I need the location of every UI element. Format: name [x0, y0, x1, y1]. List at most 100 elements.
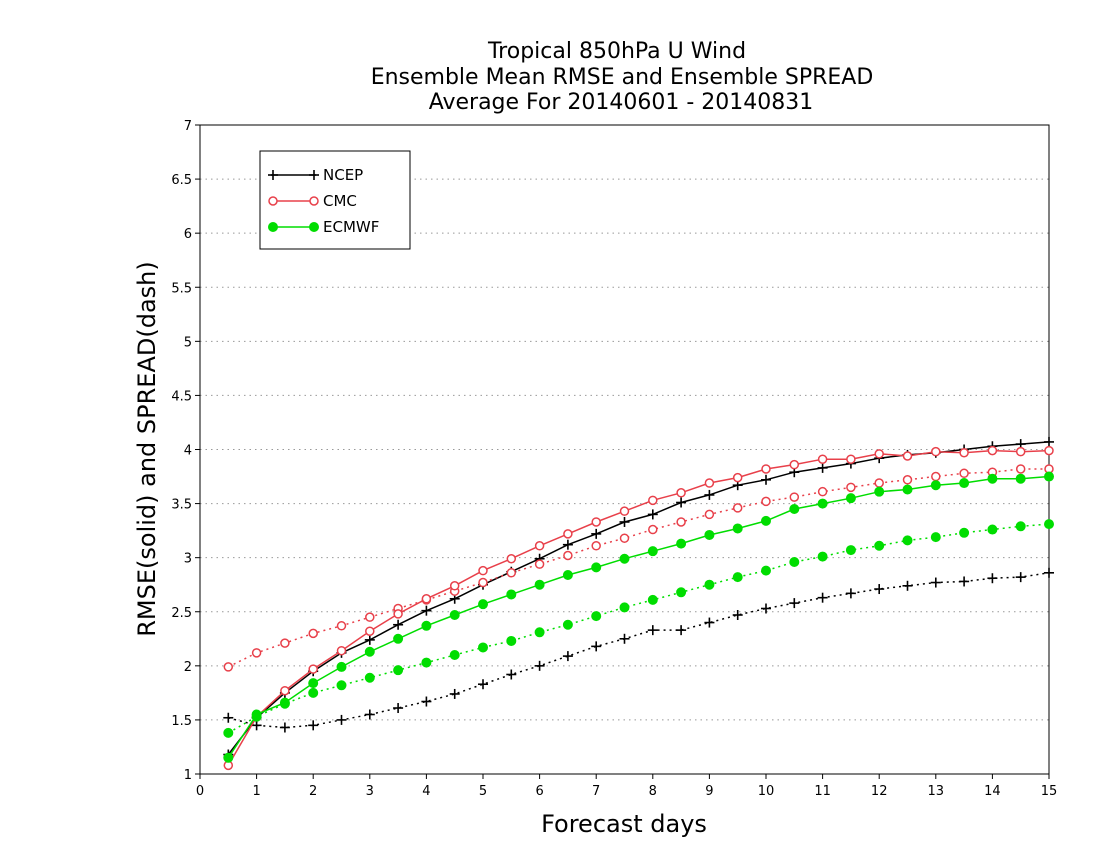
ecmwf-spread-point [506, 635, 517, 646]
cmc-rmse-point [732, 472, 743, 483]
legend-marker-start [268, 170, 278, 180]
ecmwf-spread-point [619, 602, 630, 613]
x-tick-label: 0 [196, 784, 204, 799]
cmc-spread-point [648, 524, 658, 535]
ecmwf-rmse-point [534, 579, 545, 590]
cmc-spread-line [227, 468, 1049, 668]
cmc-rmse-point [959, 447, 969, 458]
cmc-rmse-point [676, 488, 686, 498]
ecmwf-spread-point [1044, 519, 1054, 530]
ncep-spread-point [364, 709, 375, 720]
cmc-rmse-point [648, 495, 658, 506]
cmc-rmse-point [619, 506, 630, 516]
ncep-rmse-point [421, 605, 432, 616]
cmc-rmse-point [846, 454, 856, 464]
x-tick-label: 1 [252, 784, 260, 799]
ecmwf-rmse-point [421, 620, 432, 631]
y-tick-label: 6.5 [171, 173, 192, 188]
ecmwf-spread-point [930, 532, 941, 543]
cmc-spread-point [931, 471, 941, 482]
ecmwf-rmse-point [1044, 471, 1054, 482]
ecmwf-rmse-point [364, 646, 375, 657]
cmc-rmse-line [227, 449, 1050, 766]
legend: NCEP CMC ECMWF [259, 150, 411, 250]
cmc-rmse-point [449, 581, 460, 591]
legend-marker-end [309, 222, 319, 232]
legend-marker-start [268, 222, 278, 232]
axis-ticks: 11.522.533.544.555.566.570 1 2 3 4 5 6 7 8 9 10 11 1… [171, 119, 1057, 799]
chart-title-line-2: Ensemble Mean RMSE and Ensemble SPREAD [371, 65, 874, 90]
ecmwf-spread-point [336, 680, 347, 691]
legend-box [259, 150, 411, 250]
cmc-spread-point [704, 509, 715, 520]
cmc-spread-point [874, 478, 884, 488]
ecmwf-spread-point [421, 657, 432, 668]
cmc-spread-point [676, 517, 686, 527]
cmc-spread-point [846, 482, 856, 493]
ecmwf-rmse-point [930, 480, 941, 491]
cmc-rmse-point [393, 609, 403, 619]
legend-label: NCEP [323, 166, 363, 184]
y-tick-label: 6 [184, 227, 192, 242]
ncep-rmse-point [817, 462, 828, 473]
cmc-rmse-point [365, 626, 375, 636]
ecmwf-rmse-point [308, 678, 319, 689]
ncep-spread-point [336, 714, 347, 725]
ecmwf-spread-point [562, 619, 573, 630]
ecmwf-spread-point [364, 672, 375, 683]
ecmwf-spread-point [817, 551, 828, 562]
cmc-rmse-point [761, 464, 771, 474]
ecmwf-spread-point [789, 556, 800, 567]
ecmwf-spread-point [393, 665, 404, 676]
ecmwf-spread-point [704, 579, 715, 590]
ncep-spread-point [902, 580, 913, 591]
cmc-spread-point [959, 468, 969, 479]
cmc-rmse-point [704, 478, 715, 488]
ncep-rmse-point [647, 509, 658, 520]
ncep-spread-point [478, 679, 488, 690]
ecmwf-rmse-point [223, 752, 234, 763]
ncep-spread-point [987, 573, 998, 584]
y-tick-label: 5.5 [171, 281, 192, 296]
y-tick-label: 3 [184, 552, 192, 567]
ecmwf-rmse-point [336, 661, 347, 672]
ecmwf-rmse-point [619, 553, 630, 564]
cmc-spread-point [365, 612, 375, 622]
ecmwf-spread-point [987, 524, 998, 535]
cmc-rmse-point [902, 451, 913, 461]
cmc-rmse-point [280, 685, 290, 696]
series-layer [223, 436, 1054, 771]
cmc-rmse-point [563, 529, 573, 539]
series-ecmwf [223, 471, 1054, 763]
cmc-spread-point [534, 559, 545, 569]
ecmwf-rmse-point [506, 589, 517, 600]
cmc-spread-point [478, 577, 488, 588]
ncep-spread-point [279, 722, 290, 733]
x-axis-title: Forecast days [541, 810, 707, 838]
ncep-spread-point [676, 625, 687, 636]
cmc-spread-point [591, 541, 601, 551]
chart-title-line-3: Average For 20140601 - 20140831 [429, 90, 814, 115]
ncep-spread-point [449, 688, 460, 699]
y-tick-label: 1 [184, 768, 192, 783]
legend-item-cmc: CMC [268, 192, 357, 210]
cmc-spread-point [280, 638, 290, 648]
legend-label: CMC [323, 192, 357, 210]
ecmwf-rmse-point [562, 569, 573, 580]
ncep-rmse-point [562, 539, 573, 550]
x-tick-label: 11 [814, 784, 831, 799]
ecmwf-rmse-point [959, 478, 970, 489]
ecmwf-spread-point [223, 727, 234, 738]
legend-marker-end [309, 196, 319, 206]
ecmwf-rmse-point [1015, 473, 1026, 484]
ecmwf-rmse-point [874, 486, 885, 497]
ncep-spread-point [534, 660, 545, 671]
ecmwf-spread-point [591, 611, 602, 622]
cmc-rmse-point [987, 445, 998, 456]
x-tick-label: 5 [479, 784, 487, 799]
cmc-rmse-point [817, 454, 828, 464]
x-tick-label: 6 [535, 784, 543, 799]
ncep-spread-point [506, 669, 517, 680]
ecmwf-rmse-point [449, 609, 460, 620]
legend-item-ncep: NCEP [268, 166, 363, 184]
